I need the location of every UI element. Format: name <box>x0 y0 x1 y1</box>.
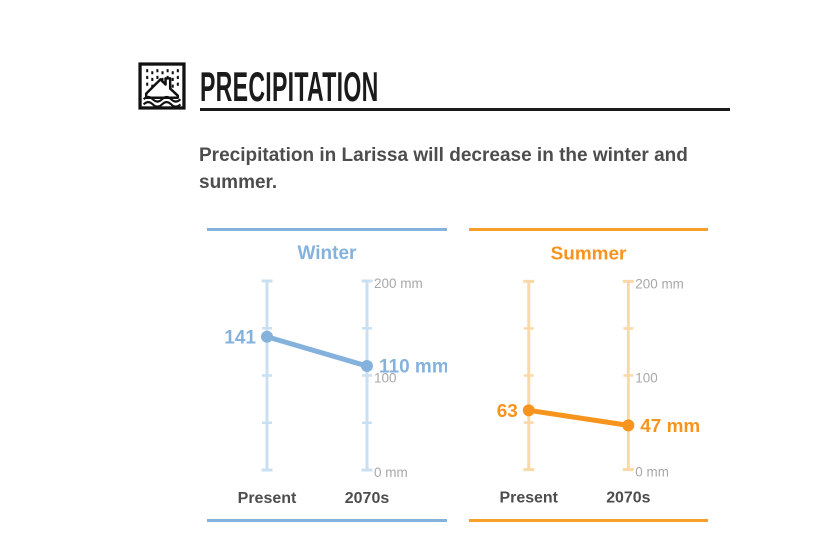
flood-waves-glyph <box>142 95 182 108</box>
rain-flood-icon <box>138 62 186 110</box>
title-underline <box>200 108 730 111</box>
axis-scale-label: 0 mm <box>635 465 669 480</box>
page-title: PRECIPITATION <box>200 63 379 110</box>
axis-scale-label: 200 mm <box>374 276 423 291</box>
slope-line <box>528 407 629 428</box>
value-label-present: 141 <box>224 327 256 348</box>
value-label-2070s: 47 mm <box>640 416 700 437</box>
chart-panel-winter: Winter Present 2070s 200 mm 100 0 mm 141 110 mm <box>207 228 449 522</box>
data-point-present <box>522 404 535 417</box>
panel-title: Summer <box>551 243 627 264</box>
data-point-present <box>261 330 273 343</box>
house-glyph <box>144 77 180 99</box>
summer-slope-chart: Summer Present 2070s 200 mm 100 0 mm 63 47 mm <box>497 243 700 506</box>
axis-scale-label: 100 <box>635 370 657 385</box>
winter-slope-chart: Winter Present 2070s 200 mm 100 0 mm 141 110 mm <box>224 243 448 507</box>
axis-scale-label: 100 <box>374 371 397 386</box>
category-label: Present <box>500 489 559 506</box>
value-label-2070s: 110 mm <box>379 357 447 378</box>
slope-line <box>266 334 368 369</box>
category-label: 2070s <box>345 490 390 507</box>
data-point-2070s <box>622 419 635 432</box>
category-label: 2070s <box>606 489 650 506</box>
axis-scale-label: 200 mm <box>635 276 684 291</box>
axis-scale-label: 0 mm <box>374 465 408 480</box>
intro-text: Precipitation in Larissa will decrease i… <box>199 145 688 193</box>
data-point-2070s <box>361 360 373 373</box>
chart-panel-summer: Summer Present 2070s 200 mm 100 0 mm 63 47 mm <box>469 228 708 522</box>
value-label-present: 63 <box>497 401 518 422</box>
panel-title: Winter <box>298 243 358 264</box>
category-label: Present <box>238 490 297 507</box>
